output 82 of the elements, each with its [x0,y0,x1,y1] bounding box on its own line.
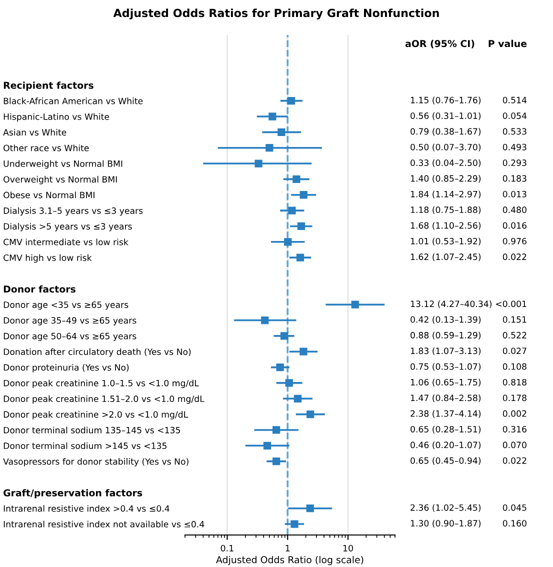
text: 0.183 [502,175,526,182]
y-tick-label: Donor peak creatinine 1.0–1.5 vs <1.0 mg/dL [4,380,199,388]
text: 1.01 (0.53–1.92) [410,238,481,246]
text: 1.47 (0.84–2.58) [410,394,481,402]
y-tick-label: Donor factors [4,285,76,293]
text: 0.522 [502,332,526,338]
y-tick-label: CMV high vs low risk [4,254,92,263]
y-tick-label: Black-African American vs White [4,98,143,104]
text: 2.36 (1.02–5.45) [410,504,481,512]
y-tick-label: Dialysis 3.1–5 years vs ≤3 years [4,207,143,216]
chart-title: Adjusted Odds Ratios for Primary Graft Nonfunction [113,8,439,20]
text: 0.293 [502,160,526,166]
x-tick-label: 1 [286,544,290,552]
y-tick-label: Donor terminal sodium >145 vs <135 [4,442,166,450]
y-tick-label: Donor age 50–64 vs ≥65 years [4,332,136,342]
text: 0.50 (0.07–3.70) [410,144,481,152]
text: 0.070 [502,442,526,448]
text: 0.002 [502,410,526,417]
text: 0.33 (0.04–2.50) [410,159,481,168]
text: 13.12 (4.27–40.34) [410,300,492,308]
y-tick-label: Underweight vs Normal BMI [4,160,122,169]
x-tick-label: 10 [343,544,353,552]
text: 0.493 [502,144,526,150]
text: 0.75 (0.53–1.07) [410,363,481,371]
x-axis-title: Adjusted Odds Ratio (log scale) [216,556,364,566]
text: 0.316 [502,426,526,432]
text: 1.30 (0.90–1.87) [410,520,481,528]
text: 0.65 (0.45–0.94) [410,457,481,465]
text: 0.054 [502,112,527,120]
y-tick-label: Obese vs Normal BMI [4,192,94,198]
y-tick-label: Donor age <35 vs ≥65 years [4,301,128,310]
text: 0.160 [502,520,526,527]
text: 0.56 (0.31–1.01) [410,112,481,120]
text: aOR (95% CI) [405,40,474,48]
y-tick-label: Donor terminal sodium 135–145 vs <135 [4,426,180,434]
y-tick-label: Other race vs White [4,144,89,152]
y-tick-label: Asian vs White [3,128,66,136]
text: 0.022 [502,457,526,464]
text: 0.013 [502,190,526,198]
text: 0.151 [502,316,526,323]
text: 1.18 (0.75–1.88) [410,206,481,214]
text: 0.027 [502,348,526,354]
y-tick-label: Recipient factors [4,82,94,91]
text: 0.022 [502,254,526,260]
text: 1.84 (1.14–2.97) [410,190,481,198]
y-tick-label: Graft/preservation factors [4,489,142,498]
text: 0.533 [502,128,526,135]
text: 0.79 (0.38–1.67) [410,128,481,136]
text: P value [488,40,527,48]
text: 0.016 [502,222,526,229]
text: 0.108 [502,363,526,370]
y-tick-label: Intrarenal resistive index >0.4 vs ≤0.4 [4,505,170,512]
y-tick-label: CMV intermediate vs low risk [4,238,128,246]
text: 0.818 [502,378,526,386]
y-tick-label: Intrarenal resistive index not available vs ≤0.4 [4,520,204,528]
y-tick-label: Overweight vs Normal BMI [4,176,117,184]
x-tick-label: 0.1 [220,544,234,552]
text: 2.38 (1.37–4.14) [410,410,481,418]
text: 0.88 (0.59–1.29) [410,332,481,340]
text: 0.976 [502,238,526,244]
text: 0.65 (0.28–1.51) [410,426,481,434]
text: <0.001 [496,300,526,308]
text: 1.40 (0.85–2.29) [410,175,481,183]
y-tick-label: Donor peak creatinine >2.0 vs <1.0 mg/dL [4,411,188,420]
text: 0.480 [502,206,526,214]
text: 1.06 (0.65–1.75) [410,378,481,386]
y-tick-label: Donation after circulatory death (Yes vs No) [4,348,191,357]
text: 1.83 (1.07–3.13) [410,347,481,356]
text: 0.045 [502,504,526,511]
text: 1.68 (1.10–2.56) [410,222,481,230]
y-tick-label: Hispanic-Latino vs White [4,113,110,122]
y-tick-label: Donor peak creatinine 1.51–2.0 vs <1.0 mg/dL [4,395,204,404]
text: 1.62 (1.07–2.45) [410,253,481,262]
text: 1.15 (0.76–1.76) [410,96,481,104]
text: 0.46 (0.20–1.07) [410,442,481,450]
text: 0.514 [502,96,527,104]
y-tick-label: Vasopressors for donor stability (Yes vs No) [3,458,188,466]
text: 0.178 [502,394,526,402]
text: 0.42 (0.13–1.39) [410,316,481,324]
y-tick-label: Donor proteinuria (Yes vs No) [4,364,129,372]
y-tick-label: Dialysis >5 years vs ≤3 years [4,222,132,232]
y-tick-label: Donor age 35–49 vs ≥65 years [4,317,136,326]
